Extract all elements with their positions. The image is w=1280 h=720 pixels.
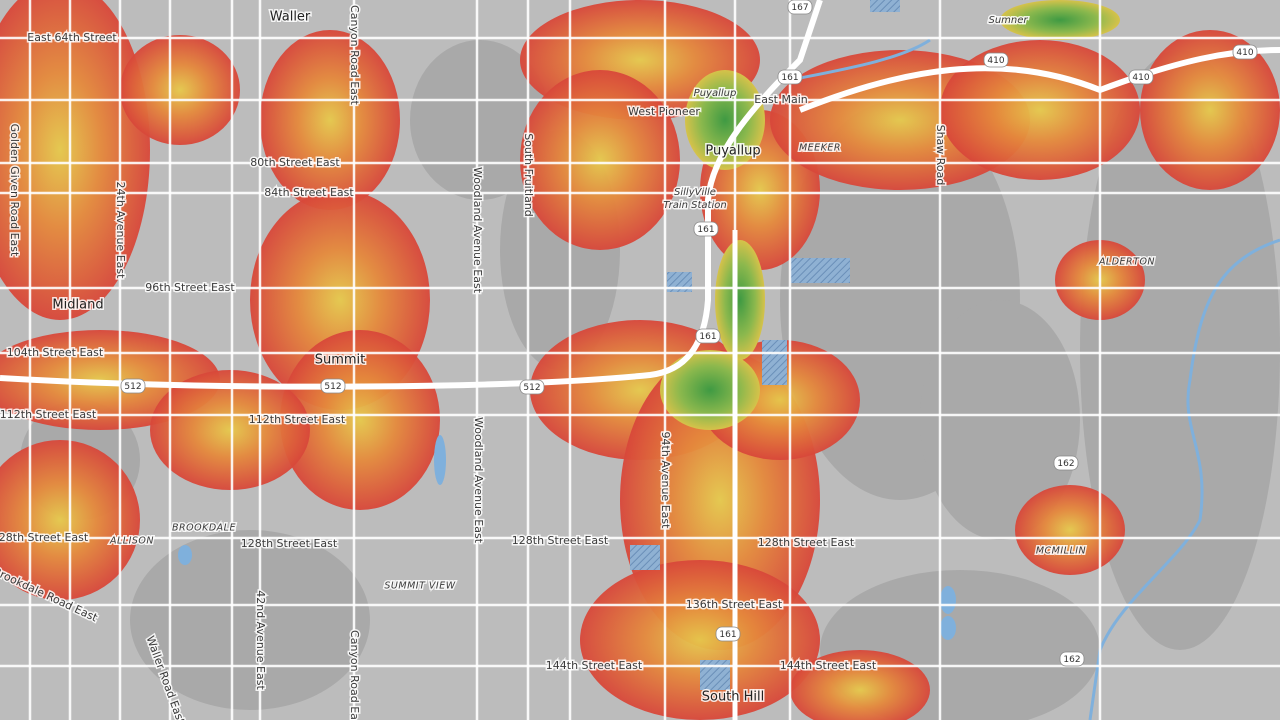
place-label: 104th Street East xyxy=(7,346,104,359)
place-label: BROOKDALE xyxy=(172,523,236,534)
place-label: 112th Street East xyxy=(249,413,346,426)
heat-zone xyxy=(790,650,930,720)
place-label: East Main xyxy=(754,93,808,106)
place-label: 128th Street East xyxy=(0,531,89,544)
place-label: Shaw Road xyxy=(934,125,947,186)
route-shield xyxy=(695,328,721,344)
route-shield xyxy=(777,69,803,85)
heat-zone xyxy=(120,35,240,145)
place-label: 112th Street East xyxy=(0,408,97,421)
route-number: 161 xyxy=(719,630,736,640)
place-label: 136th Street East xyxy=(686,598,783,611)
park xyxy=(630,545,660,570)
place-label: 80th Street East xyxy=(250,156,340,169)
place-label: Summit xyxy=(315,353,366,368)
place-label: South Hill xyxy=(702,690,765,705)
route-shield xyxy=(693,221,719,237)
route-number: 162 xyxy=(1063,655,1080,665)
place-label: Woodland Avenue East xyxy=(472,417,485,544)
route-shield xyxy=(1053,455,1079,471)
place-label: MEEKER xyxy=(799,143,841,154)
place-label: Puyallup xyxy=(694,88,737,99)
route-number: 512 xyxy=(124,382,141,392)
lake xyxy=(178,545,192,565)
heat-zone xyxy=(580,560,820,720)
route-shield xyxy=(787,0,813,15)
place-label: 144th Street East xyxy=(780,659,877,672)
park xyxy=(762,340,787,385)
place-label: ALLISON xyxy=(109,536,154,547)
heat-zone xyxy=(940,40,1140,180)
route-number: 161 xyxy=(697,225,714,235)
route-shield xyxy=(1059,651,1085,667)
heat-zone xyxy=(150,370,310,490)
place-label: East 64th Street xyxy=(27,31,117,44)
route-shield xyxy=(320,378,346,394)
place-label: MCMILLIN xyxy=(1036,546,1086,557)
place-label: Midland xyxy=(52,298,103,313)
place-label: 94th Avenue East xyxy=(659,432,672,530)
heat-zone xyxy=(520,70,680,250)
terrain xyxy=(920,300,1080,540)
place-label: 84th Street East xyxy=(264,186,354,199)
route-number: 512 xyxy=(324,382,341,392)
place-label: 144th Street East xyxy=(546,659,643,672)
place-label: Sumner xyxy=(988,15,1028,26)
park xyxy=(870,0,900,12)
park xyxy=(790,258,850,283)
route-number: 161 xyxy=(781,73,798,83)
heat-zone xyxy=(0,0,150,320)
route-number: 410 xyxy=(1236,48,1253,58)
heat-zone xyxy=(280,330,440,510)
place-label: West Pioneer xyxy=(628,105,700,118)
place-label: SillyVille xyxy=(674,187,716,198)
route-number: 167 xyxy=(791,3,808,13)
route-number: 410 xyxy=(1132,73,1149,83)
terrain xyxy=(1080,50,1280,650)
park xyxy=(700,660,730,690)
green-zone xyxy=(685,70,765,170)
place-label: 24th Avenue East xyxy=(114,182,127,280)
place-label: 96th Street East xyxy=(145,281,235,294)
green-zone xyxy=(715,240,765,360)
place-label: Golden Given Road East xyxy=(8,124,21,257)
place-label: Puyallup xyxy=(705,144,760,159)
place-label: Waller xyxy=(270,10,311,25)
place-label: 128th Street East xyxy=(512,534,609,547)
route-shield xyxy=(1232,44,1258,60)
route-shield xyxy=(519,379,545,395)
place-label: Train Station xyxy=(663,200,726,211)
place-label: 128th Street East xyxy=(241,537,338,550)
route-number: 161 xyxy=(699,332,716,342)
green-zone xyxy=(660,350,760,430)
route-shield xyxy=(120,378,146,394)
route-shield xyxy=(715,626,741,642)
place-label: Canyon Road East xyxy=(348,630,361,720)
place-label: South Fruitland xyxy=(522,133,535,217)
place-label: ALDERTON xyxy=(1098,257,1155,268)
lake xyxy=(940,586,956,614)
place-label: 128th Street East xyxy=(758,536,855,549)
route-number: 162 xyxy=(1057,459,1074,469)
green-zone xyxy=(1000,0,1120,40)
place-label: Woodland Avenue East xyxy=(471,167,484,294)
route-number: 410 xyxy=(987,56,1004,66)
terrain xyxy=(410,40,550,200)
heat-zone xyxy=(1140,30,1280,190)
place-label: Canyon Road East xyxy=(348,5,361,106)
place-label: SUMMIT VIEW xyxy=(384,581,455,592)
route-shield xyxy=(1128,69,1154,85)
highway xyxy=(0,0,1280,390)
heat-zone xyxy=(1015,485,1125,575)
route-shield xyxy=(983,52,1009,68)
place-label: 42nd Avenue East xyxy=(254,590,267,690)
heat-zone xyxy=(260,30,400,210)
route-number: 512 xyxy=(523,383,540,393)
lake xyxy=(940,616,956,640)
lake xyxy=(434,435,446,485)
